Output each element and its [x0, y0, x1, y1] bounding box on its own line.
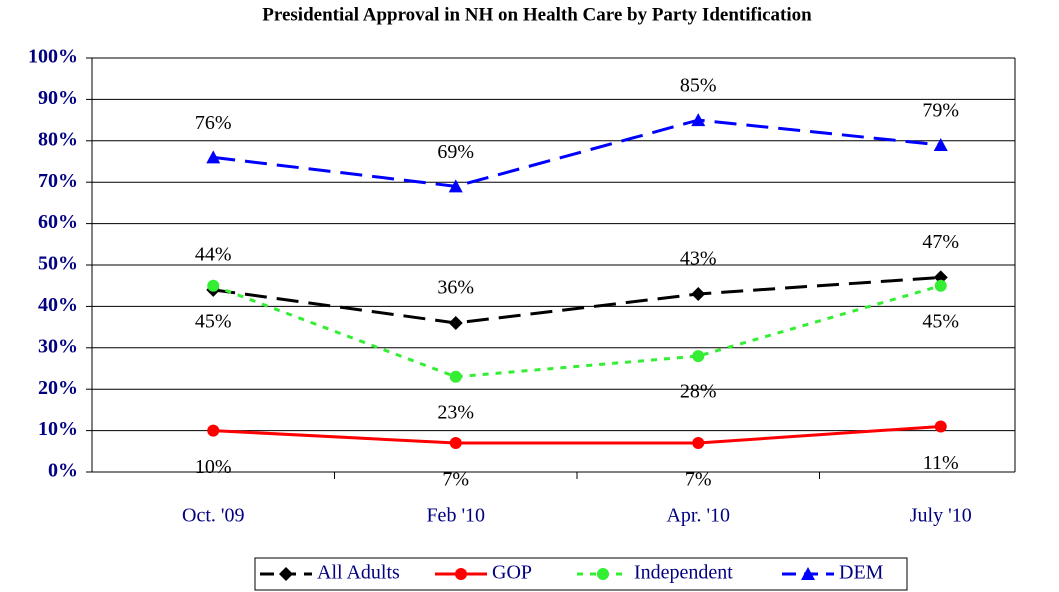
marker — [934, 420, 947, 433]
data-label: 11% — [923, 452, 959, 474]
series-line — [213, 275, 941, 325]
data-label: 69% — [437, 141, 474, 163]
x-tick-label: July '10 — [910, 505, 972, 527]
y-tick-label: 60% — [38, 211, 78, 233]
data-label: 45% — [195, 310, 232, 332]
y-tick-label: 90% — [38, 87, 78, 109]
marker — [448, 179, 463, 193]
legend-label: DEM — [839, 562, 884, 584]
marker — [207, 424, 220, 437]
y-tick-label: 40% — [38, 294, 78, 316]
data-label: 43% — [680, 248, 717, 270]
marker — [691, 113, 706, 127]
marker — [449, 437, 462, 450]
legend-item: DEM — [782, 562, 884, 584]
y-tick-label: 70% — [38, 170, 78, 192]
data-label: 44% — [195, 243, 232, 265]
legend-label: Independent — [634, 562, 733, 584]
data-label: 28% — [680, 381, 717, 403]
legend-label: All Adults — [317, 562, 400, 584]
marker — [934, 279, 947, 292]
x-tick-label: Apr. '10 — [666, 505, 730, 527]
data-label: 7% — [442, 469, 469, 491]
x-tick-label: Feb '10 — [426, 505, 485, 527]
marker — [279, 567, 293, 581]
data-label: 36% — [437, 277, 474, 299]
marker — [801, 567, 815, 580]
series-line — [213, 424, 941, 445]
data-label: 45% — [922, 310, 959, 332]
data-label: 10% — [195, 456, 232, 478]
marker — [597, 568, 609, 580]
y-tick-label: 50% — [38, 253, 78, 275]
marker — [691, 286, 706, 301]
marker — [206, 150, 221, 164]
y-tick-label: 10% — [38, 418, 78, 440]
marker — [448, 315, 463, 330]
data-label: 47% — [922, 231, 959, 253]
marker — [455, 568, 467, 580]
legend-item: GOP — [435, 562, 532, 584]
marker — [449, 370, 462, 383]
legend-label: GOP — [492, 562, 532, 584]
data-label: 85% — [680, 75, 717, 97]
marker — [692, 350, 705, 363]
x-tick-label: Oct. '09 — [182, 505, 244, 527]
data-label: 23% — [437, 401, 474, 423]
legend-item: Independent — [577, 562, 733, 584]
y-tick-label: 100% — [28, 46, 78, 68]
data-label: 76% — [195, 112, 232, 134]
series-line — [213, 118, 941, 188]
y-tick-label: 20% — [38, 377, 78, 399]
marker — [692, 437, 705, 450]
data-label: 7% — [685, 469, 712, 491]
y-tick-label: 30% — [38, 335, 78, 357]
marker — [933, 137, 948, 151]
marker — [207, 279, 220, 292]
data-label: 79% — [922, 100, 959, 122]
legend-item: All Adults — [260, 562, 400, 584]
y-tick-label: 80% — [38, 128, 78, 150]
chart-title: Presidential Approval in NH on Health Ca… — [262, 4, 812, 25]
series-line — [212, 284, 942, 379]
y-tick-label: 0% — [48, 460, 78, 482]
